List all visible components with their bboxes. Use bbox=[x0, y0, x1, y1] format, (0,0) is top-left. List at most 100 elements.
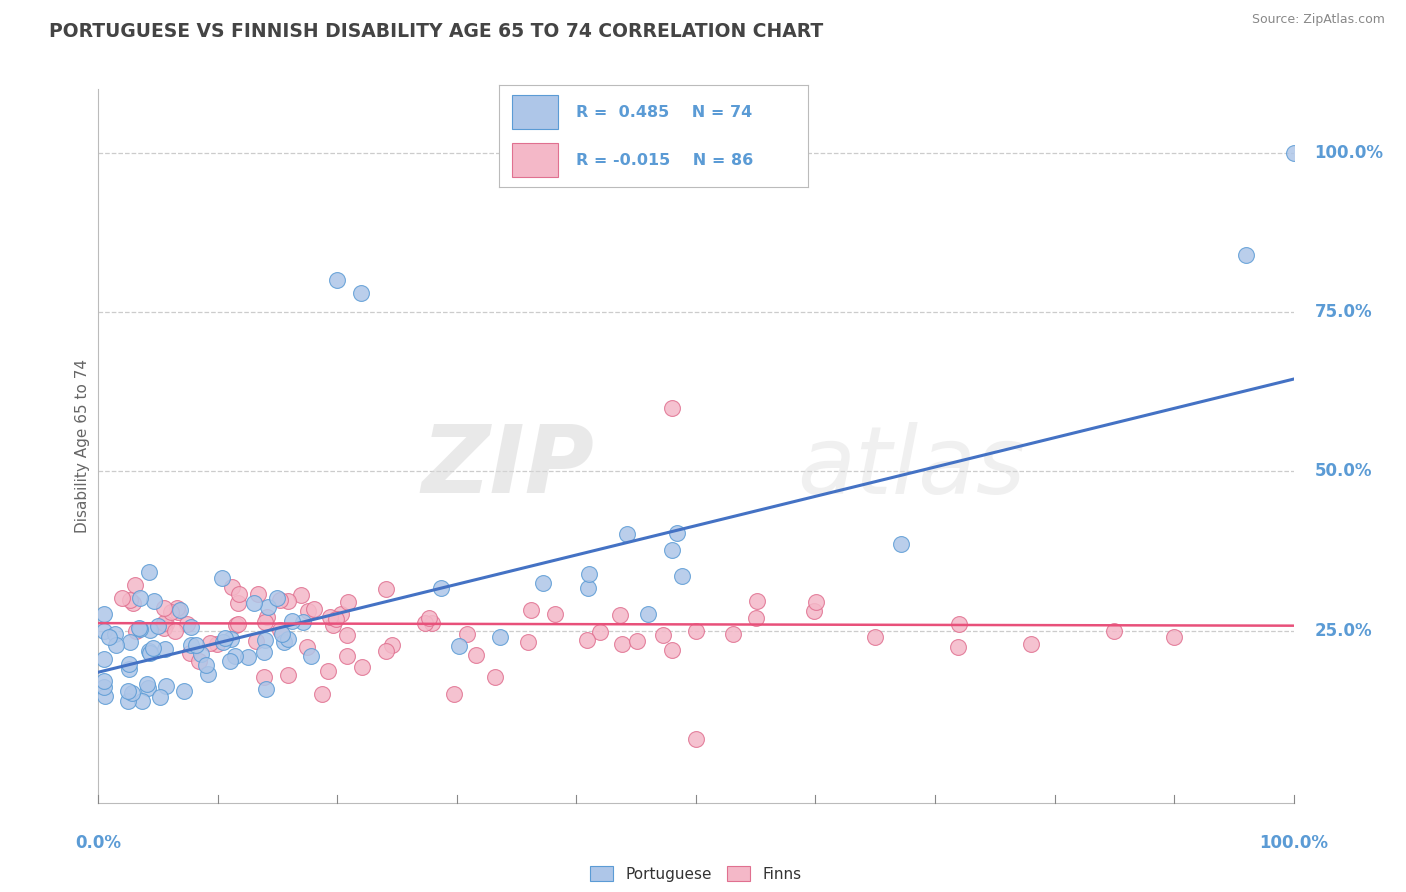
Point bbox=[111, 591, 134, 605]
Point bbox=[277, 668, 299, 682]
Point bbox=[93, 652, 115, 666]
Point bbox=[589, 625, 612, 640]
Point bbox=[104, 627, 127, 641]
Point bbox=[269, 593, 291, 607]
Point bbox=[128, 621, 150, 635]
Point bbox=[295, 640, 318, 654]
Point bbox=[430, 581, 453, 595]
Point bbox=[637, 607, 659, 621]
Point bbox=[194, 657, 217, 672]
Point bbox=[456, 627, 478, 641]
Point bbox=[576, 581, 599, 595]
Point bbox=[322, 618, 344, 632]
Point bbox=[131, 694, 153, 708]
Point bbox=[1282, 145, 1305, 160]
Point bbox=[311, 688, 333, 702]
Point bbox=[652, 628, 675, 642]
Point bbox=[155, 617, 177, 632]
Point bbox=[136, 681, 159, 695]
Point bbox=[226, 617, 249, 632]
Point bbox=[98, 630, 121, 644]
Point bbox=[806, 595, 828, 609]
Point bbox=[517, 635, 540, 649]
Text: Source: ZipAtlas.com: Source: ZipAtlas.com bbox=[1251, 13, 1385, 27]
Point bbox=[326, 273, 349, 287]
Point bbox=[329, 607, 352, 621]
Point bbox=[254, 682, 277, 697]
Text: ZIP: ZIP bbox=[422, 421, 595, 514]
Point bbox=[304, 602, 326, 616]
Point bbox=[297, 604, 319, 618]
Point bbox=[139, 624, 162, 638]
Point bbox=[160, 605, 183, 619]
Point bbox=[138, 565, 160, 579]
Point bbox=[544, 607, 567, 622]
Text: 25.0%: 25.0% bbox=[1315, 622, 1372, 640]
Point bbox=[153, 642, 176, 657]
Point bbox=[946, 640, 969, 655]
Point bbox=[316, 664, 339, 678]
Point bbox=[118, 635, 141, 649]
Point bbox=[153, 601, 176, 615]
Point bbox=[118, 593, 141, 607]
Point bbox=[118, 657, 141, 672]
Point bbox=[318, 610, 340, 624]
Point bbox=[104, 638, 127, 652]
Point bbox=[211, 571, 233, 585]
Point bbox=[254, 632, 277, 647]
Point bbox=[219, 632, 242, 646]
Point bbox=[616, 526, 638, 541]
Point bbox=[93, 680, 115, 694]
Point bbox=[375, 582, 398, 596]
Point bbox=[666, 525, 689, 540]
Point bbox=[803, 604, 825, 618]
Point bbox=[420, 615, 443, 630]
Point bbox=[273, 635, 295, 649]
Point bbox=[179, 646, 201, 660]
Point bbox=[443, 688, 465, 702]
Point bbox=[415, 615, 437, 630]
Text: 75.0%: 75.0% bbox=[1315, 303, 1372, 321]
Point bbox=[173, 683, 195, 698]
Point bbox=[520, 603, 543, 617]
Point bbox=[176, 616, 198, 631]
Point bbox=[125, 624, 148, 639]
Point bbox=[381, 638, 404, 652]
Point bbox=[93, 674, 115, 689]
Point bbox=[219, 655, 242, 669]
Point bbox=[128, 623, 150, 637]
Text: 0.0%: 0.0% bbox=[76, 834, 121, 852]
Point bbox=[292, 615, 315, 629]
Point bbox=[141, 640, 163, 655]
Point bbox=[121, 686, 143, 700]
Point bbox=[238, 650, 260, 665]
Point bbox=[256, 609, 278, 624]
Point bbox=[447, 639, 470, 653]
Legend: Portuguese, Finns: Portuguese, Finns bbox=[585, 860, 807, 888]
Point bbox=[135, 676, 157, 690]
Point bbox=[863, 630, 886, 644]
Point bbox=[350, 286, 373, 301]
Point bbox=[93, 607, 115, 621]
Point bbox=[221, 581, 243, 595]
Point bbox=[350, 660, 373, 674]
Text: R =  0.485    N = 74: R = 0.485 N = 74 bbox=[576, 105, 752, 120]
Point bbox=[180, 620, 202, 634]
Point bbox=[464, 648, 486, 662]
Point bbox=[153, 615, 176, 630]
Point bbox=[155, 680, 177, 694]
Point bbox=[118, 662, 141, 676]
Point bbox=[146, 619, 169, 633]
Point bbox=[1234, 248, 1257, 262]
Point bbox=[484, 670, 506, 684]
Bar bbox=[512, 95, 558, 128]
Point bbox=[336, 628, 359, 642]
Point bbox=[336, 649, 359, 664]
Point bbox=[121, 596, 143, 610]
Point bbox=[277, 594, 299, 608]
Point bbox=[626, 633, 648, 648]
Point bbox=[94, 689, 117, 703]
Point bbox=[143, 594, 166, 608]
Point bbox=[578, 567, 600, 582]
Point bbox=[180, 638, 202, 652]
